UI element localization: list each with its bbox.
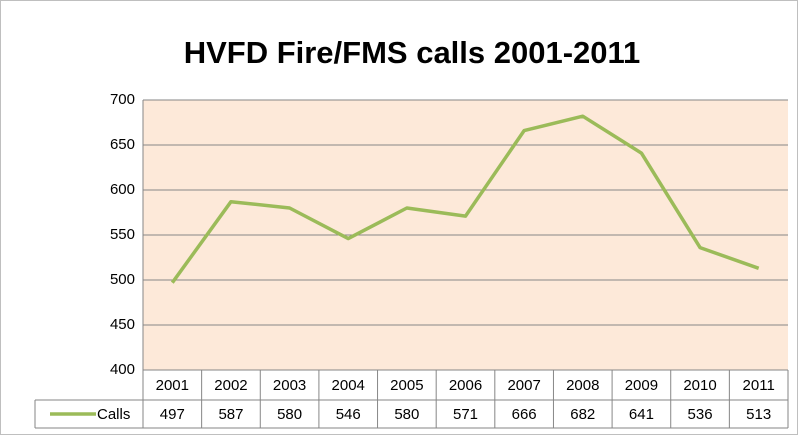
x-tick-label: 2003: [273, 377, 306, 394]
y-tick-label: 700: [110, 91, 135, 108]
x-tick-label: 2007: [507, 377, 540, 394]
x-tick-label: 2005: [390, 377, 423, 394]
x-tick-label: 2008: [566, 377, 599, 394]
y-tick-label: 650: [110, 136, 135, 153]
x-tick-label: 2009: [625, 377, 658, 394]
x-tick-label: 2006: [449, 377, 482, 394]
table-value: 580: [394, 406, 419, 423]
x-tick-label: 2011: [743, 377, 775, 394]
x-tick-label: 2010: [683, 377, 716, 394]
table-value: 666: [512, 406, 537, 423]
data-line: [170, 114, 760, 284]
chart-title: HVFD Fire/FMS calls 2001-2011: [184, 35, 641, 70]
table-value: 580: [277, 406, 302, 423]
y-tick-label: 450: [110, 316, 135, 333]
y-tick-label: 500: [110, 271, 135, 288]
table-value: 571: [453, 406, 478, 423]
legend-label: Calls: [97, 406, 130, 423]
y-tick-label: 600: [110, 181, 135, 198]
table-value: 513: [746, 406, 771, 423]
table-value: 546: [336, 406, 361, 423]
table-value: 536: [688, 406, 713, 423]
x-tick-label: 2004: [332, 377, 365, 394]
x-tick-label: 2002: [214, 377, 247, 394]
table-value: 497: [160, 406, 185, 423]
table-value: 641: [629, 406, 654, 423]
y-tick-label: 550: [110, 226, 135, 243]
y-tick-label: 400: [110, 361, 135, 378]
x-tick-label: 2001: [156, 377, 189, 394]
table-value: 682: [570, 406, 595, 423]
table-value: 587: [218, 406, 243, 423]
